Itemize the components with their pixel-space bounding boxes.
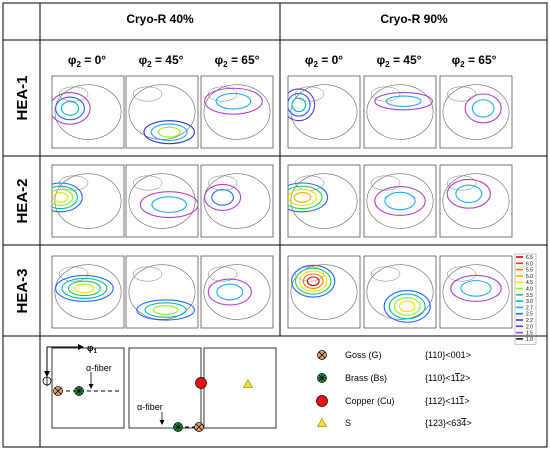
colorbar-label: 5.5 [526, 268, 533, 274]
odf-panel-r3-c6 [439, 255, 513, 329]
s-legend-icon [316, 417, 328, 427]
odf-panel-r2-c3 [200, 164, 274, 238]
colorbar-label: 2.5 [526, 312, 533, 318]
phi2-label-0-0: φ2 = 0° [68, 53, 106, 69]
schematic-box-65 [203, 347, 277, 429]
column-header-cryo-40: Cryo-R 40% [126, 12, 194, 26]
phi1-arrow [78, 344, 84, 350]
schematic-markers [53, 377, 254, 432]
legend-miller: {123}<634> [425, 418, 472, 428]
row-header-hea-2: HEA-2 [14, 178, 31, 223]
odf-panel-r1-c4 [287, 75, 361, 149]
odf-panel-r2-c4 [287, 164, 361, 238]
odf-panel-r3-c1 [51, 255, 125, 329]
schematic-box-45 [128, 347, 202, 429]
odf-panel-r3-c5 [363, 255, 437, 329]
column-header-cryo-90: Cryo-R 90% [380, 12, 448, 26]
odf-panels [51, 75, 513, 329]
colorbar-label: 3.5 [526, 293, 533, 299]
phi2-labels: φ2 = 0° φ2 = 45° φ2 = 65° φ2 = 0° φ2 = 45° φ2… [68, 53, 497, 69]
brass-icon [74, 386, 84, 396]
row-header-hea-1: HEA-1 [14, 75, 31, 120]
row-header-hea-3: HEA-3 [14, 268, 31, 313]
odf-panel-r1-c1 [51, 75, 125, 149]
phi2-label-0-1: φ2 = 45° [139, 53, 184, 69]
odf-panel-r1-c5 [363, 75, 437, 149]
odf-panel-r1-c2 [125, 75, 199, 149]
legend-name: Copper (Cu) [345, 396, 395, 406]
legend-miller: {110}<112> [425, 373, 470, 383]
legend-miller: {112}<111> [425, 396, 470, 406]
odf-panel-r2-c1 [51, 164, 125, 238]
colorbar-label: 2.2 [526, 318, 533, 324]
legend-name: S [345, 418, 351, 428]
odf-panel-r3-c4 [287, 255, 361, 329]
odf-panel-r3-c3 [200, 255, 274, 329]
legend-name: Goss (G) [345, 350, 382, 360]
colorbar-label: 2.0 [526, 324, 533, 330]
colorbar-label: 2.7 [526, 305, 533, 311]
odf-panel-r2-c2 [125, 164, 199, 238]
colorbar-label: 6.5 [526, 255, 533, 261]
colorbar-label: 1.5 [526, 331, 533, 337]
orientation-schematic: φ1 α-fiber α-fiber [42, 343, 277, 432]
color-scale-bar: 6.56.05.55.04.54.03.53.02.72.52.22.01.51… [514, 253, 537, 345]
schematic-box-0 [51, 347, 125, 429]
goss-legend-icon [317, 350, 327, 360]
colorbar-label: 5.0 [526, 274, 533, 280]
alpha-fiber-label-2: α-fiber [137, 402, 163, 412]
copper-icon [195, 377, 207, 389]
phi2-label-1-1: φ2 = 45° [377, 53, 422, 69]
s-orientation-icon [242, 378, 254, 388]
phi2-label-0-2: φ2 = 65° [215, 53, 260, 69]
colorbar-label: 1.0 [526, 337, 533, 343]
legend-name: Brass (Bs) [345, 373, 387, 383]
legend-item: S {123}<634> [316, 417, 472, 428]
phi2-label-1-2: φ2 = 65° [452, 53, 497, 69]
alpha-fiber-label-1: α-fiber [86, 363, 112, 373]
phi1-label: φ1 [87, 343, 97, 355]
odf-panel-r1-c3 [200, 75, 274, 149]
odf-panel-r2-c6 [439, 164, 513, 238]
goss-icon [194, 422, 204, 432]
colorbar-label: 4.5 [526, 280, 533, 286]
odf-panel-r2-c5 [363, 164, 437, 238]
brass-legend-icon [317, 373, 327, 383]
copper-legend-icon [316, 395, 328, 407]
odf-panel-r3-c2 [125, 255, 199, 329]
odf-panel-r1-c6 [439, 75, 513, 149]
colorbar-label: 3.0 [526, 299, 533, 305]
phi2-label-1-0: φ2 = 0° [305, 53, 343, 69]
texture-legend: Goss (G) {110}<001> Brass (Bs) {110}<112> Co… [316, 350, 472, 428]
phi-arrow [44, 371, 50, 377]
colorbar-label: 6.0 [526, 261, 533, 267]
legend-item: Copper (Cu) {112}<111> [316, 395, 470, 407]
brass-icon [173, 422, 183, 432]
legend-item: Goss (G) {110}<001> [317, 350, 471, 360]
colorbar-label: 4.0 [526, 287, 533, 293]
legend-item: Brass (Bs) {110}<112> [317, 373, 470, 383]
legend-miller: {110}<001> [425, 350, 471, 360]
goss-icon [53, 386, 63, 396]
